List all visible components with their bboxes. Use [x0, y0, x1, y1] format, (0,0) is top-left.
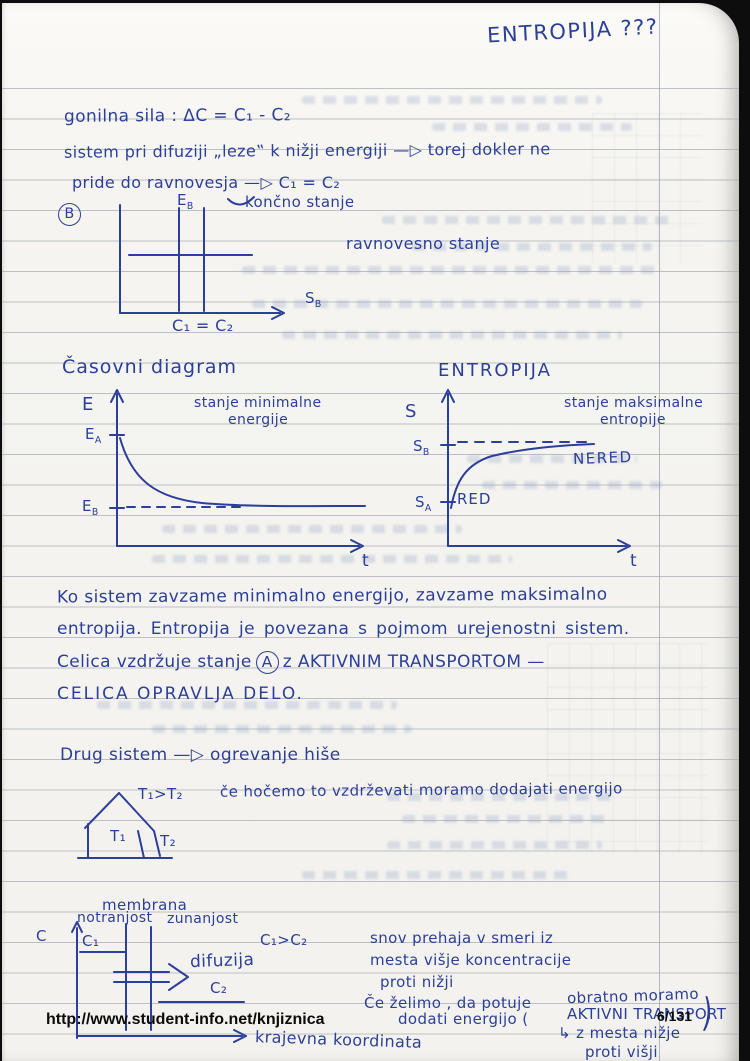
min-energy-note-1: stanje minimalne — [194, 395, 322, 411]
final-state-note: končno stanje — [245, 193, 355, 211]
state-circle-b: B — [54, 203, 85, 226]
margin-line — [659, 3, 660, 1061]
diffusion-label: difuzija — [189, 949, 255, 973]
c-axis-label: C — [36, 927, 47, 945]
bottom-text-5b: AKTIVNI TRANSPORT — [567, 1005, 727, 1023]
t-axis-label-left: t — [362, 551, 370, 571]
y-arrowhead — [110, 389, 124, 403]
bleedthrough-mark — [302, 871, 572, 879]
heading-time-diagram: Časovni diagram — [62, 356, 238, 378]
bleedthrough-mark — [282, 331, 622, 339]
bleedthrough-mark — [467, 455, 637, 463]
bleedthrough-grid — [592, 113, 702, 263]
c2-label: C₂ — [210, 979, 228, 997]
house-diagram — [77, 792, 173, 859]
bleedthrough-mark — [482, 481, 662, 489]
t2-outside-label: T₂ — [160, 832, 176, 850]
roof-right — [118, 792, 155, 832]
t1-inside-label: T₁ — [110, 827, 126, 845]
x-arrowhead — [617, 539, 631, 553]
outside-label: zunanjost — [167, 911, 239, 927]
watermark-url: http://www.student-info.net/knjiznica — [46, 1011, 325, 1028]
heading-entropy: ENTROPIJA — [438, 360, 552, 381]
s-axis-label: S — [405, 401, 417, 422]
bleedthrough-mark — [152, 725, 412, 733]
nered-label: NERED — [572, 447, 633, 469]
c-axis-arrowhead — [71, 921, 83, 933]
paragraph-line-2: entropija. Entropija je povezana s pojmo… — [57, 619, 630, 639]
x-arrowhead — [233, 1029, 247, 1043]
eb2-label: EB — [82, 497, 99, 518]
arrowhead-right — [271, 306, 285, 320]
c1c2-axis-label: C₁ = C₂ — [172, 316, 234, 335]
house-note: če hočemo to vzdrževati moramo dodajati … — [219, 779, 623, 801]
flux-arrowhead — [168, 963, 189, 991]
bottom-text-7: proti višji — [585, 1043, 658, 1061]
bleedthrough-mark — [152, 555, 512, 563]
ea-label: EA — [85, 425, 102, 446]
t1-gt-t2: T₁>T₂ — [138, 785, 183, 803]
page-title: ENTROPIJA ??? — [486, 14, 660, 48]
membrane-diagram-strokes — [71, 921, 247, 1043]
eb-label: EB — [177, 191, 194, 212]
bleedthrough-mark — [402, 815, 612, 823]
sb2-label: SB — [413, 437, 430, 458]
decay-curve — [119, 437, 366, 508]
roof-left — [84, 792, 120, 829]
bottom-text-5a: dodati energijo ( — [398, 1010, 529, 1028]
page-number: 6/131 — [657, 1008, 693, 1024]
bleedthrough-mark — [382, 216, 672, 224]
final-state-diagram — [119, 196, 285, 320]
sb-label: SB — [305, 289, 322, 310]
paper-sheet: ENTROPIJA ??? gonilna sila : ΔC = C₁ - C… — [2, 3, 739, 1061]
bleedthrough-grid — [547, 643, 707, 853]
intro-line-3: pride do ravnovesja —▷ C₁ = C₂ — [72, 173, 341, 192]
sa-label: SA — [415, 493, 432, 514]
y-arrowhead — [441, 389, 455, 403]
red-label: RED — [457, 490, 492, 508]
bleedthrough-mark — [252, 300, 642, 308]
ruled-lines — [2, 88, 739, 1061]
circle-a-label: A — [255, 651, 279, 674]
paragraph-line-1: Ko sistem zavzame minimalno energijo, za… — [56, 584, 608, 608]
c1-label: C₁ — [82, 932, 100, 950]
equilibrium-note: ravnovesno stanje — [346, 234, 501, 253]
growth-curve — [450, 443, 595, 509]
min-energy-note-2: energije — [228, 412, 289, 428]
bleedthrough-mark — [97, 701, 397, 709]
bleedthrough-mark — [162, 525, 462, 533]
pointer-curl — [227, 196, 255, 206]
bleedthrough-mark — [432, 123, 632, 131]
circle-b-label: B — [58, 203, 81, 226]
bottom-text-4a: Če želimo , da potuje — [364, 994, 532, 1012]
paragraph-line-4: CELICA OPRAVLJA DELO. — [57, 684, 304, 704]
bleedthrough-mark — [242, 266, 662, 274]
e-axis-label: E — [82, 394, 94, 415]
max-entropy-note-2: entropije — [600, 412, 666, 428]
t-axis-label-right: t — [630, 551, 638, 571]
intro-line-1: gonilna sila : ΔC = C₁ - C₂ — [63, 105, 292, 127]
bleedthrough-mark — [302, 96, 602, 104]
inside-label: notranjost — [77, 910, 153, 926]
bottom-text-3: proti nižji — [380, 973, 454, 991]
entropy-time-graph — [440, 389, 631, 553]
bleedthrough-mark — [387, 841, 602, 849]
bottom-text-1: snov prehaja v smeri iz — [370, 929, 554, 947]
membrane-label: membrana — [102, 896, 188, 914]
bottom-text-6: ↳ z mesta nižje — [558, 1024, 681, 1042]
bottom-text-2: mesta višje koncentracije — [370, 951, 572, 969]
max-entropy-note-1: stanje maksimalne — [564, 395, 704, 411]
x-arrowhead — [350, 539, 364, 553]
energy-time-graph — [109, 389, 366, 553]
intro-line-2: sistem pri difuziji „leze‟ k nižji energ… — [63, 139, 551, 162]
bleedthrough-mark — [387, 793, 617, 801]
house-section-line: Drug sistem —▷ ogrevanje hiše — [60, 745, 341, 765]
c1-gt-c2-label: C₁>C₂ — [260, 931, 308, 949]
wall-right — [137, 830, 145, 859]
bleedthrough-mark — [412, 243, 652, 251]
outer-slant — [153, 830, 161, 857]
